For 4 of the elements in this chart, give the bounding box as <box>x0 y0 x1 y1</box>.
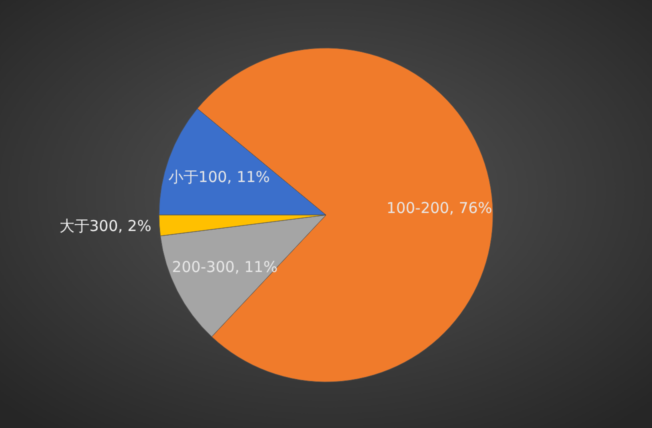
slice-label: 大于300, 2% <box>59 217 152 236</box>
slice-label: 100-200, 76% <box>386 199 492 218</box>
slice-label: 200-300, 11% <box>172 258 278 276</box>
slice-label: 小于100, 11% <box>168 168 270 186</box>
